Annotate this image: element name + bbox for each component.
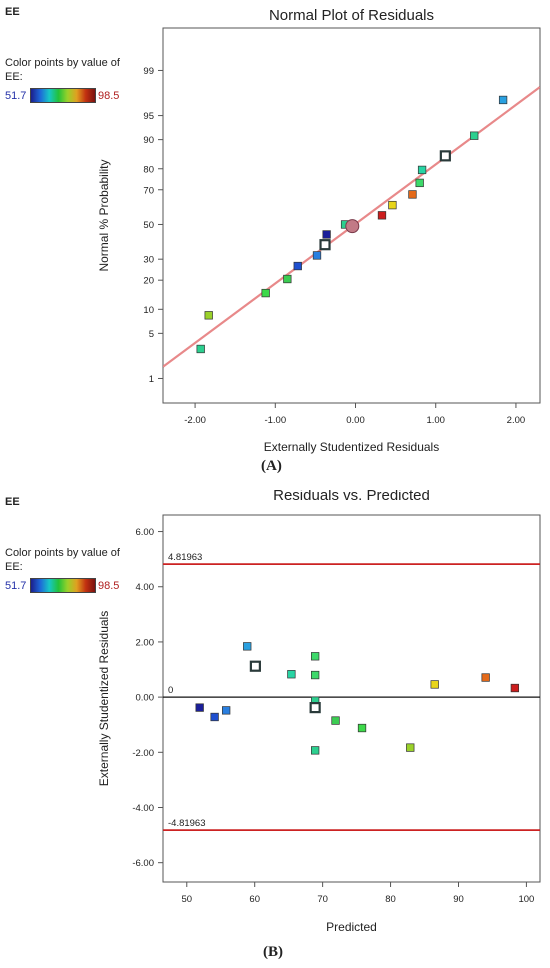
normal-plot-panel: EE Color points by value of EE: 51.7 98.… bbox=[0, 0, 550, 460]
y-tick-label: 6.00 bbox=[136, 527, 155, 538]
x-tick-label: 90 bbox=[453, 894, 464, 905]
data-point bbox=[377, 211, 387, 220]
data-point bbox=[498, 95, 508, 105]
residuals-vs-predicted-chart: Residuals vs. Predicted 50 60 70 80 90 100 -6.0… bbox=[97, 490, 541, 934]
data-point-circle bbox=[345, 219, 360, 234]
y-tick-label: 70 bbox=[143, 185, 154, 196]
data-point bbox=[322, 230, 331, 239]
y-tick-label: 1 bbox=[149, 374, 154, 385]
data-point bbox=[388, 200, 397, 210]
y-tick-label: 99 bbox=[143, 66, 154, 77]
colorbar bbox=[30, 88, 96, 103]
reference-line-label: -4.81963 bbox=[168, 818, 206, 829]
y-tick-label: -4.00 bbox=[132, 803, 154, 814]
y-tick-label: 5 bbox=[149, 329, 154, 340]
data-point bbox=[195, 703, 204, 712]
x-tick-label: -1.00 bbox=[264, 415, 286, 426]
data-point bbox=[430, 680, 439, 689]
y-tick-label: -2.00 bbox=[132, 748, 154, 759]
colorbar-min-label: 51.7 bbox=[5, 580, 27, 592]
data-point bbox=[331, 716, 340, 725]
y-tick-label: 80 bbox=[143, 164, 154, 175]
reference-line-label: 4.81963 bbox=[168, 552, 202, 563]
y-tick-label: 30 bbox=[143, 255, 154, 266]
y-tick-label: 20 bbox=[143, 276, 154, 287]
reference-line-label: 0 bbox=[168, 685, 173, 696]
data-point bbox=[287, 670, 296, 679]
y-tick-label: 95 bbox=[143, 111, 154, 122]
data-point-hollow bbox=[439, 150, 451, 162]
data-point bbox=[406, 743, 415, 752]
data-point bbox=[417, 165, 427, 175]
data-point-hollow bbox=[319, 239, 331, 251]
chart-title: Residuals vs. Predicted bbox=[273, 490, 430, 504]
y-axis-label: Normal % Probability bbox=[97, 159, 111, 271]
data-point bbox=[311, 652, 320, 661]
legend-description: Color points by value of EE: bbox=[5, 547, 120, 573]
colorbar bbox=[30, 578, 96, 593]
data-point bbox=[510, 683, 520, 693]
x-tick-label: 80 bbox=[385, 894, 396, 905]
y-tick-label: 10 bbox=[143, 305, 154, 316]
legend-title: EE bbox=[5, 6, 20, 18]
data-point bbox=[196, 344, 205, 354]
x-tick-label: 60 bbox=[249, 894, 260, 905]
figure-label-a: (A) bbox=[261, 458, 282, 474]
x-tick-label: 1.00 bbox=[426, 415, 445, 426]
x-tick-label: 50 bbox=[181, 894, 192, 905]
x-tick-label: -2.00 bbox=[184, 415, 206, 426]
x-axis-label: Externally Studentized Residuals bbox=[264, 440, 439, 454]
data-point bbox=[293, 261, 302, 271]
plot-area bbox=[162, 514, 541, 883]
data-point bbox=[408, 190, 417, 199]
y-tick-label: 4.00 bbox=[136, 582, 155, 593]
data-point bbox=[283, 274, 292, 284]
data-point-hollow bbox=[249, 660, 261, 672]
x-tick-label: 70 bbox=[317, 894, 328, 905]
data-point-hollow bbox=[309, 702, 321, 714]
x-tick-label: 0.00 bbox=[346, 415, 365, 426]
y-axis-label: Externally Studentized Residuals bbox=[97, 611, 111, 786]
normal-plot-chart: Normal Plot of Residuals -2.00 -1.00 0.00 1.… bbox=[97, 7, 541, 454]
y-tick-label: 90 bbox=[143, 135, 154, 146]
chart-title: Normal Plot of Residuals bbox=[269, 7, 434, 24]
colorbar-max-label: 98.5 bbox=[98, 580, 120, 592]
figure-label-b: (B) bbox=[263, 944, 283, 960]
y-tick-label: 2.00 bbox=[136, 637, 155, 648]
data-point bbox=[470, 131, 479, 140]
y-tick-label: 50 bbox=[143, 220, 154, 231]
residuals-vs-predicted-panel: EE Color points by value of EE: 51.7 98.… bbox=[0, 490, 550, 950]
legend-title: EE bbox=[5, 496, 20, 508]
plot-area bbox=[162, 27, 541, 404]
data-point bbox=[261, 288, 270, 298]
data-point bbox=[311, 670, 320, 680]
x-tick-label: 2.00 bbox=[507, 415, 526, 426]
data-point bbox=[357, 723, 367, 733]
data-point bbox=[312, 251, 322, 260]
colorbar-max-label: 98.5 bbox=[98, 90, 120, 102]
data-point bbox=[204, 311, 213, 320]
data-point bbox=[415, 178, 424, 188]
data-point bbox=[311, 746, 320, 755]
colorbar-min-label: 51.7 bbox=[5, 90, 27, 102]
data-point bbox=[243, 642, 252, 651]
legend-description: Color points by value of EE: bbox=[5, 57, 120, 83]
x-tick-label: 100 bbox=[518, 894, 534, 905]
y-tick-label: -6.00 bbox=[132, 858, 154, 869]
data-point bbox=[481, 673, 490, 682]
data-point bbox=[210, 712, 219, 722]
x-axis-label: Predicted bbox=[326, 920, 377, 934]
y-tick-label: 0.00 bbox=[136, 693, 155, 704]
data-point bbox=[222, 706, 231, 715]
